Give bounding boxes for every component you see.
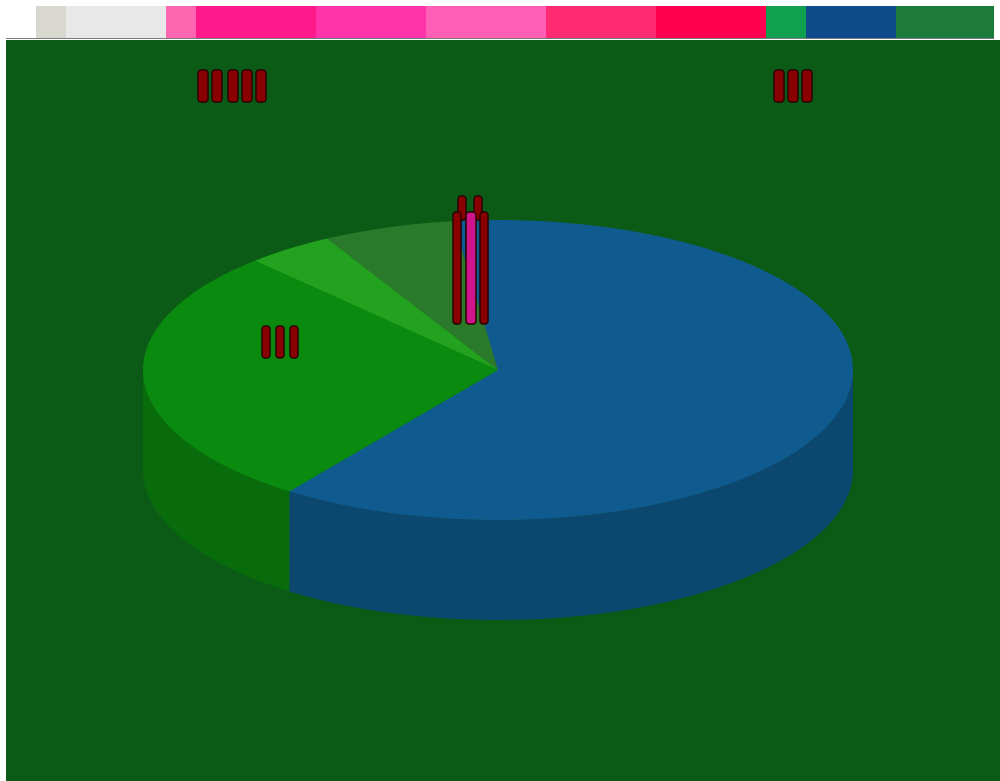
color-strip	[6, 6, 994, 39]
color-strip-segment	[6, 6, 36, 38]
artifact-mark	[255, 69, 267, 103]
pie-slice-side	[143, 370, 290, 592]
color-strip-segment	[806, 6, 896, 38]
color-strip-segment	[546, 6, 656, 38]
pie-chart	[6, 40, 1000, 781]
artifact-mark	[452, 211, 462, 325]
artifact-mark	[197, 69, 209, 103]
artifact-mark	[227, 69, 239, 103]
color-strip-segment	[66, 6, 166, 38]
artifact-mark	[241, 69, 253, 103]
pie-slice-1	[289, 220, 853, 520]
color-strip-segment	[766, 6, 806, 38]
color-strip-segment	[896, 6, 994, 38]
color-strip-segment	[316, 6, 426, 38]
marks-group	[197, 69, 813, 359]
artifact-mark	[211, 69, 223, 103]
artifact-mark	[787, 69, 799, 103]
artifact-mark	[465, 211, 477, 325]
pie-slice-side	[289, 370, 853, 620]
color-strip-segment	[196, 6, 316, 38]
pie-group	[143, 220, 853, 620]
artifact-mark	[773, 69, 785, 103]
artifact-mark	[275, 325, 285, 359]
chart-canvas	[6, 40, 1000, 781]
artifact-mark	[289, 325, 299, 359]
color-strip-segment	[656, 6, 766, 38]
color-strip-segment	[426, 6, 546, 38]
pie-slice-3	[254, 238, 498, 370]
artifact-mark	[479, 211, 489, 325]
artifact-mark	[261, 325, 271, 359]
artifact-mark	[801, 69, 813, 103]
color-strip-segment	[166, 6, 196, 38]
color-strip-segment	[36, 6, 66, 38]
pie-slice-2	[143, 260, 498, 492]
